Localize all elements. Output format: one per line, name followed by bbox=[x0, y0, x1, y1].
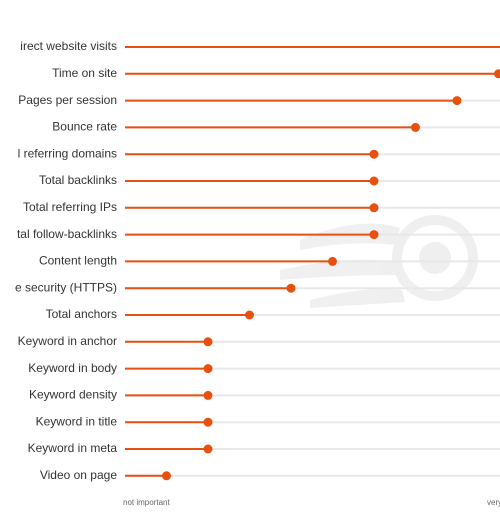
y-tick-label: Keyword in body bbox=[28, 361, 117, 375]
y-tick-label: Total referring IPs bbox=[23, 200, 117, 214]
y-tick-label: Total anchors bbox=[46, 307, 117, 321]
dot bbox=[203, 417, 213, 427]
dot bbox=[369, 203, 379, 213]
y-tick-label: Video on page bbox=[40, 468, 118, 482]
dot bbox=[452, 96, 462, 106]
x-start-label: not important bbox=[123, 498, 170, 507]
y-tick-label: e security (HTTPS) bbox=[15, 280, 117, 294]
y-tick-label: Total backlinks bbox=[39, 173, 117, 187]
dot bbox=[203, 364, 213, 374]
dot bbox=[369, 230, 379, 240]
y-tick-label: Content length bbox=[39, 254, 117, 268]
y-tick-label: tal follow-backlinks bbox=[17, 227, 117, 241]
dot bbox=[411, 122, 420, 132]
dot bbox=[203, 390, 213, 400]
dot bbox=[369, 149, 379, 159]
y-tick-label: Keyword density bbox=[29, 388, 117, 402]
y-tick-label: Pages per session bbox=[18, 93, 117, 107]
watermark bbox=[280, 215, 478, 308]
dot bbox=[494, 69, 500, 79]
dot bbox=[203, 444, 213, 454]
y-tick-label: l referring domains bbox=[18, 146, 117, 160]
y-tick-label: Time on site bbox=[52, 66, 117, 80]
x-end-label: very bbox=[487, 498, 500, 507]
dot bbox=[369, 176, 379, 186]
dot bbox=[328, 256, 337, 266]
dot bbox=[286, 283, 296, 293]
y-tick-label: Keyword in title bbox=[36, 414, 118, 428]
dot bbox=[162, 471, 171, 481]
dot bbox=[203, 337, 213, 347]
y-tick-label: Keyword in anchor bbox=[18, 334, 117, 348]
dot bbox=[245, 310, 254, 320]
y-tick-label: Bounce rate bbox=[52, 120, 117, 134]
y-tick-label: irect website visits bbox=[20, 39, 117, 53]
y-tick-label: Keyword in meta bbox=[28, 441, 118, 455]
